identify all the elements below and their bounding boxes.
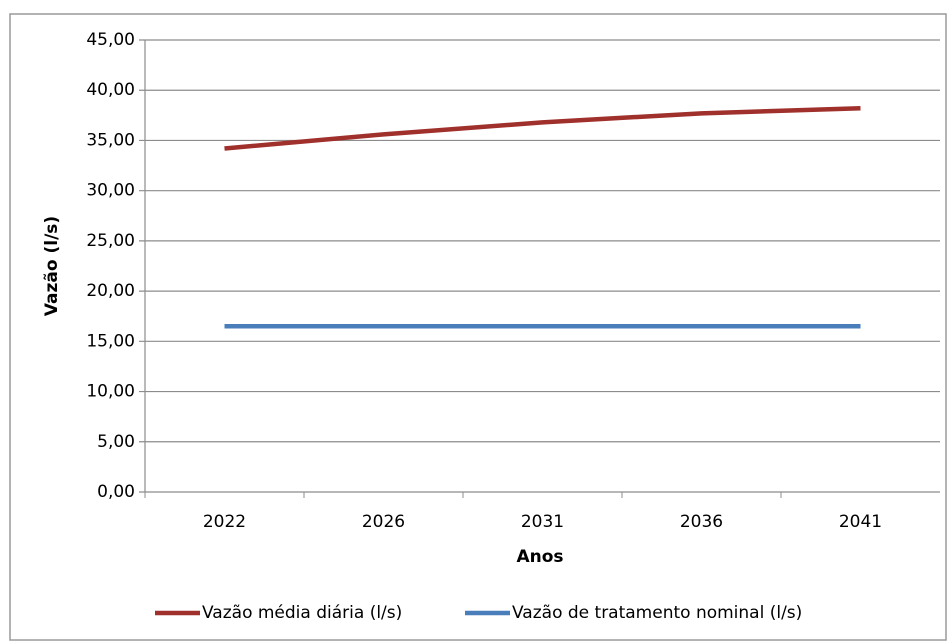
y-tick-label: 35,00 — [86, 130, 135, 150]
y-tick-label: 45,00 — [86, 30, 135, 50]
series-line — [224, 106, 861, 151]
x-tick-label: 2031 — [521, 512, 564, 532]
x-axis-title: Anos — [516, 547, 563, 567]
x-tick-label: 2026 — [362, 512, 405, 532]
x-tick-label: 2041 — [839, 512, 882, 532]
legend-label: Vazão de tratamento nominal (l/s) — [512, 603, 802, 623]
y-tick-label: 0,00 — [97, 482, 135, 502]
legend-label: Vazão média diária (l/s) — [202, 603, 402, 623]
x-tick-label: 2036 — [680, 512, 723, 532]
x-tick-label: 2022 — [203, 512, 246, 532]
y-tick-label: 25,00 — [86, 231, 135, 251]
y-tick-label: 5,00 — [97, 432, 135, 452]
y-axis-title: Vazão (l/s) — [42, 216, 62, 316]
y-tick-label: 15,00 — [86, 331, 135, 351]
y-tick-label: 40,00 — [86, 80, 135, 100]
y-tick-label: 30,00 — [86, 181, 135, 201]
y-tick-label: 10,00 — [86, 382, 135, 402]
y-tick-label: 20,00 — [86, 281, 135, 301]
